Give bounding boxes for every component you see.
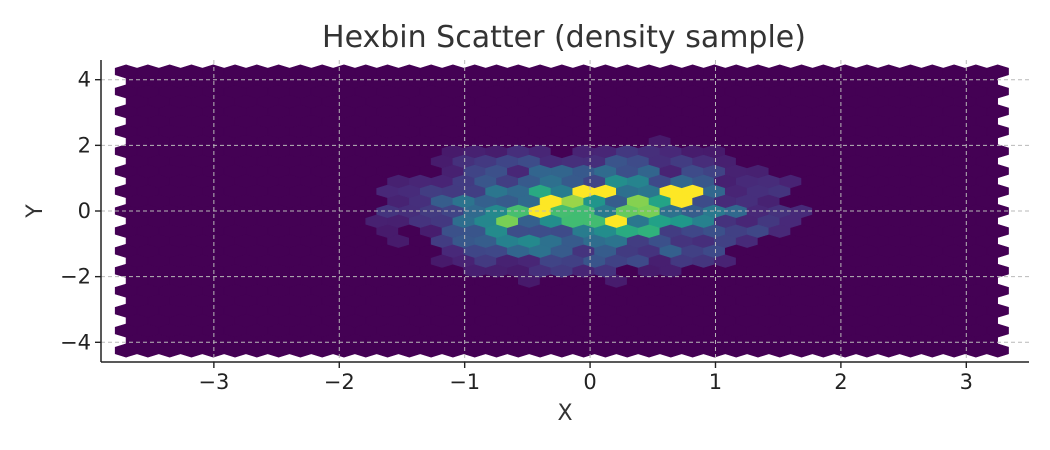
grid-layer: [101, 60, 1029, 362]
x-tick-label: −2: [324, 370, 355, 394]
y-tick-label: 4: [78, 68, 91, 92]
ticks-layer: −3 −2 −1 0 1 2 3 −4 −2 0 2 4: [60, 68, 973, 394]
y-tick-label: 0: [78, 199, 91, 223]
y-tick-label: −4: [60, 330, 91, 354]
x-tick-label: 2: [834, 370, 847, 394]
x-tick-label: −1: [449, 370, 480, 394]
chart-title: Hexbin Scatter (density sample): [322, 20, 806, 55]
y-tick-label: 2: [78, 133, 91, 157]
x-tick-label: −3: [198, 370, 229, 394]
y-axis-label: Y: [23, 204, 48, 219]
x-tick-label: 1: [709, 370, 722, 394]
x-tick-label: 0: [583, 370, 596, 394]
hexbin-cell: [986, 64, 1009, 79]
x-axis-label: X: [557, 401, 572, 426]
y-tick-label: −2: [60, 265, 91, 289]
x-tick-label: 3: [960, 370, 973, 394]
